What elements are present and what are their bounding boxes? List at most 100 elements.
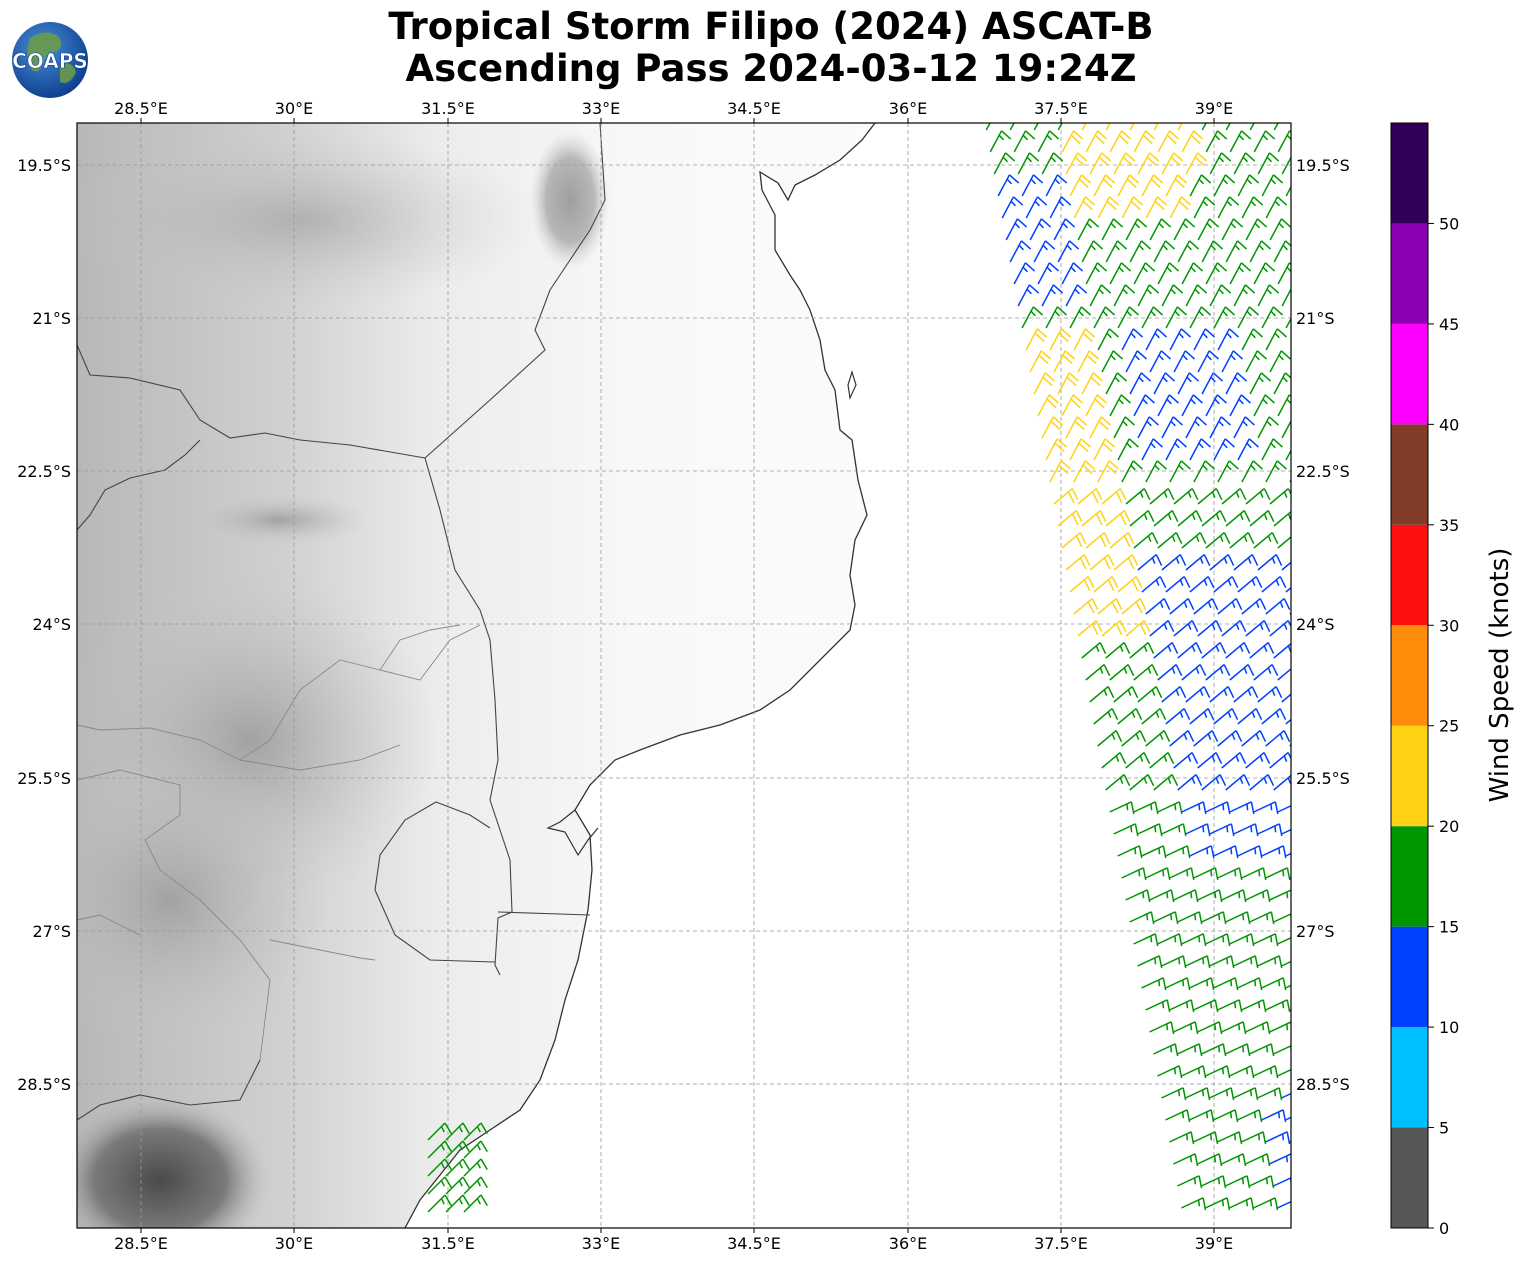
wind-barb <box>1229 1065 1255 1079</box>
colorbar-frame <box>1390 122 1429 1229</box>
wind-barb <box>1013 262 1036 285</box>
wind-barb <box>1209 284 1232 307</box>
wind-barb <box>1141 845 1167 859</box>
wind-barb <box>1121 597 1147 615</box>
wind-barb <box>445 1176 470 1195</box>
wind-barb <box>1173 1153 1199 1167</box>
wind-barb <box>1125 350 1148 373</box>
wind-barb <box>1177 911 1203 925</box>
coastline-bay <box>546 809 599 857</box>
wind-barb <box>1209 416 1231 439</box>
wind-barb <box>1145 196 1168 219</box>
wind-barb <box>1097 460 1119 483</box>
title-line-2: Ascending Pass 2024-03-12 19:24Z <box>405 47 1137 90</box>
wind-barb <box>1121 867 1147 881</box>
wind-barb <box>1257 152 1280 175</box>
wind-barb <box>1285 586 1291 593</box>
wind-barb <box>1041 284 1064 307</box>
wind-barb <box>1193 999 1219 1013</box>
wind-barb <box>1189 1109 1215 1123</box>
wind-barb <box>1177 641 1203 659</box>
wind-barb <box>1161 1087 1187 1101</box>
wind-barb <box>1121 328 1144 351</box>
wind-barbs-layer <box>427 123 1291 1213</box>
wind-barb <box>1033 372 1056 395</box>
lon-tick-label: 33°E <box>582 1234 620 1253</box>
wind-barb <box>1193 729 1219 747</box>
wind-barb <box>1205 801 1231 815</box>
wind-barb <box>1161 284 1184 307</box>
wind-barb <box>1201 509 1227 527</box>
colorbar-bin <box>1391 123 1428 224</box>
wind-barb <box>1241 328 1264 351</box>
wind-barb <box>1245 889 1271 903</box>
wind-barb <box>1037 394 1059 417</box>
wind-barb <box>1205 130 1228 153</box>
wind-barb <box>1217 328 1240 351</box>
wind-barb <box>1193 328 1216 351</box>
wind-barb <box>1141 174 1164 197</box>
wind-barb <box>1269 1153 1291 1165</box>
wind-barb <box>1025 328 1048 351</box>
wind-barb <box>1213 977 1239 991</box>
wind-barb <box>1161 152 1184 175</box>
wind-barb <box>1109 801 1135 815</box>
wind-barb <box>1093 707 1119 725</box>
wind-barb <box>1277 804 1291 813</box>
wind-barb <box>1269 1021 1291 1033</box>
wind-barb <box>1269 487 1291 505</box>
wind-barb <box>1229 531 1255 549</box>
wind-barb <box>1213 438 1235 461</box>
wind-barb <box>1285 317 1291 329</box>
wind-barb <box>1153 1043 1179 1057</box>
wind-barb <box>427 1140 452 1159</box>
wind-barb <box>1201 911 1227 925</box>
wind-barb <box>1073 460 1095 483</box>
wind-barb <box>1197 218 1220 241</box>
wind-barb <box>1285 984 1291 989</box>
wind-barb <box>1109 663 1135 681</box>
wind-barb <box>1117 575 1143 593</box>
wind-barb <box>1133 394 1155 417</box>
wind-barb <box>1201 1043 1227 1057</box>
wind-barb <box>1193 1131 1219 1145</box>
wind-barb <box>1281 960 1291 967</box>
axis-labels: 28.5°E 30°E 31.5°E 33°E 34.5°E 36°E 37.5°E 39°E… <box>17 99 1350 1253</box>
wind-barb <box>1241 597 1267 615</box>
page-title: Tropical Storm Filipo (2024) ASCAT-B Asc… <box>246 6 1296 90</box>
wind-barb <box>1073 597 1099 615</box>
wind-barb <box>1225 509 1251 527</box>
wind-barb <box>1009 123 1015 131</box>
wind-barb <box>1089 685 1115 703</box>
wind-barb <box>1205 663 1231 681</box>
colorbar-tick-label: 35 <box>1439 516 1459 535</box>
wind-barb <box>1117 174 1140 197</box>
wind-barb <box>1281 155 1291 175</box>
lat-tick-label: 19.5°S <box>17 156 71 175</box>
wind-barb <box>1217 729 1243 747</box>
wind-barb <box>1153 911 1179 925</box>
wind-barb <box>1265 460 1287 483</box>
wind-barb <box>1181 663 1207 681</box>
wind-barb <box>1029 350 1052 373</box>
wind-barb <box>1169 460 1191 483</box>
wind-barb <box>1049 328 1072 351</box>
wind-barb <box>1049 196 1072 219</box>
wind-barb <box>1121 729 1147 747</box>
wind-barb <box>997 174 1020 197</box>
wind-barb <box>1233 416 1255 439</box>
wind-barb <box>1137 553 1163 571</box>
wind-barb <box>1065 152 1088 175</box>
wind-barb <box>1177 240 1200 263</box>
wind-barb <box>1081 372 1104 395</box>
map-frame <box>76 122 1292 1229</box>
wind-barb <box>1217 460 1239 483</box>
wind-barb <box>1077 487 1103 505</box>
wind-barb <box>1229 262 1252 285</box>
wind-barb <box>1065 416 1087 439</box>
wind-barb <box>1257 416 1279 439</box>
wind-barb <box>1157 531 1183 549</box>
wind-barb <box>1173 218 1196 241</box>
wind-barb <box>1153 123 1159 131</box>
wind-barb <box>1133 262 1156 285</box>
